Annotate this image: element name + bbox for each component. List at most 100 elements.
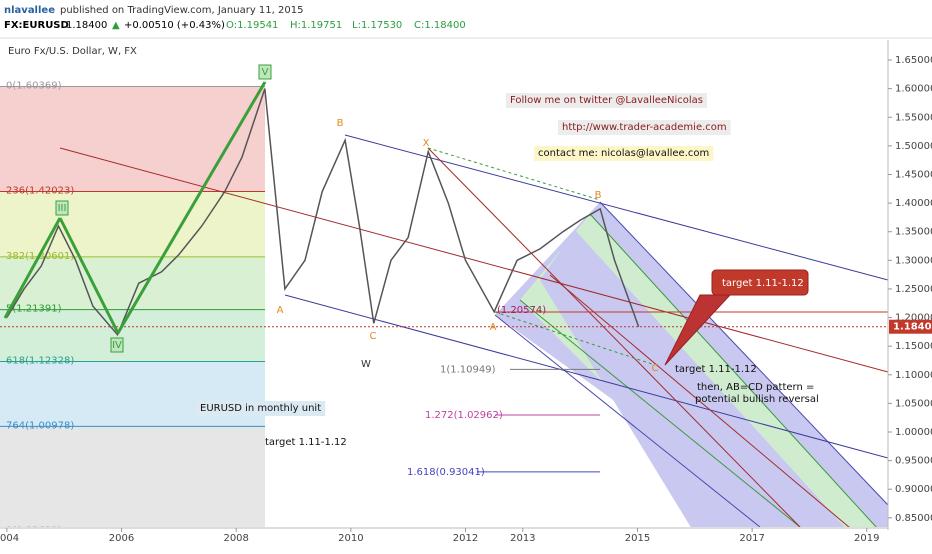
price-line	[6, 88, 640, 337]
annotation: target 1.11-1.12	[722, 278, 804, 289]
y-tick-label: 1.35000	[895, 227, 932, 238]
fib-label: 618(1.12328)	[6, 355, 74, 366]
fib-label: 236(1.42023)	[6, 186, 74, 197]
annotation: http://www.trader-academie.com	[562, 122, 727, 133]
close: C:1.18400	[414, 20, 466, 31]
wave-label: A	[277, 305, 284, 316]
wave-label: B	[595, 190, 602, 201]
annotation: potential bullish reversal	[695, 394, 819, 405]
x-tick-label: 2019	[854, 533, 879, 544]
impulse-wave	[116, 81, 267, 334]
wave-box	[258, 64, 272, 80]
y-tick-label: 1.05000	[895, 398, 932, 409]
x-tick-label: 2013	[510, 533, 535, 544]
fib-label: 764(1.00978)	[6, 420, 74, 431]
pitchfork-line	[589, 213, 877, 527]
channel-line	[284, 294, 888, 459]
y-tick-label: 1.45000	[895, 169, 932, 180]
x-tick-label: 004	[0, 533, 19, 544]
fib-label: 5(1.21391)	[6, 304, 62, 315]
subtitle: Euro Fx/U.S. Dollar, W, FX	[8, 46, 137, 57]
annotation: EURUSD in monthly unit	[200, 403, 321, 414]
plot-area: 0(1.60369)236(1.42023)382(1.30601)5(1.21…	[0, 64, 888, 536]
extension-label: 1.272(1.02962)	[425, 410, 503, 421]
annotation-bg	[534, 146, 714, 161]
last-price-label: 1.18400	[893, 322, 932, 333]
annotation: then, AB=CD pattern =	[697, 382, 814, 393]
fib-label: 0(1.60369)	[6, 81, 62, 92]
x-tick-label: 2017	[739, 533, 764, 544]
wave-label: V	[262, 67, 269, 78]
annotation: target 1.11-1.12	[265, 437, 347, 448]
impulse-wave	[3, 217, 62, 319]
impulse-wave	[58, 217, 120, 334]
fib-band	[0, 426, 265, 527]
change-arrow: ▲	[112, 20, 120, 31]
wave-label: III	[58, 203, 67, 214]
y-tick-label: 1.20000	[895, 313, 932, 324]
y-tick-label: 1.10000	[895, 370, 932, 381]
change: +0.00510 (+0.43%)	[124, 20, 225, 31]
wave-label: C	[370, 331, 377, 342]
annotation: contact me: nicolas@lavallee.com	[538, 148, 709, 159]
published: published on TradingView.com, January 11…	[60, 5, 303, 16]
x-tick-label: 2012	[453, 533, 478, 544]
x-tick-label: 2010	[338, 533, 363, 544]
extension-label: 1(1.10949)	[440, 364, 496, 375]
extension-label: 1.618(0.93041)	[407, 467, 485, 478]
fib-band	[0, 256, 265, 310]
annotation-bg	[506, 93, 708, 108]
pitchfork-edge	[494, 314, 761, 527]
y-tick-label: 1.60000	[895, 84, 932, 95]
pitchfork-edge	[599, 201, 888, 506]
channel-line	[344, 134, 888, 281]
wave-label: B	[337, 118, 344, 129]
wave-box	[110, 337, 124, 353]
wave-label: IV	[112, 340, 122, 351]
wave-box	[55, 200, 69, 216]
x-tick-label: 2008	[223, 533, 248, 544]
trend-line	[427, 147, 801, 527]
annotation: Follow me on twitter @LavalleeNicolas	[510, 95, 703, 106]
fib-band	[0, 191, 265, 257]
wave-label: (1.20574)	[497, 305, 546, 316]
pitchfork-inner	[540, 230, 845, 527]
fib-band	[0, 309, 265, 362]
wave-label: X	[423, 138, 430, 149]
y-tick-label: 1.40000	[895, 198, 932, 209]
low: L:1.17530	[352, 20, 402, 31]
wave-label: A	[490, 322, 497, 333]
high: H:1.19751	[290, 20, 342, 31]
y-tick-label: 1.50000	[895, 141, 932, 152]
y-tick-label: 1.15000	[895, 341, 932, 352]
open: O:1.19541	[226, 20, 278, 31]
wave-label: C	[652, 363, 659, 374]
y-tick-label: 1.25000	[895, 284, 932, 295]
author: nlavallee	[4, 5, 55, 16]
y-tick-label: 1.55000	[895, 112, 932, 123]
fib-band	[0, 361, 265, 427]
callout-box	[711, 269, 809, 296]
y-tick-label: 0.85000	[895, 513, 932, 524]
fib-band	[0, 86, 265, 192]
y-tick-label: 1.30000	[895, 255, 932, 266]
last-price-box	[889, 319, 932, 334]
symbol: FX:EURUSD	[4, 20, 69, 31]
x-tick-label: 2006	[109, 533, 134, 544]
annotation-bg	[558, 120, 731, 135]
trend-line	[59, 147, 888, 373]
annotation-bg	[196, 401, 326, 416]
x-tick-label: 2015	[625, 533, 650, 544]
y-tick-label: 1.65000	[895, 55, 932, 66]
wave-label: W	[361, 359, 371, 370]
ac-dash	[494, 311, 656, 366]
pitchfork-line	[519, 299, 801, 527]
annotation: target 1.11-1.12	[675, 364, 757, 375]
trend-line	[549, 274, 850, 527]
fib-label: 1(0.82622)	[6, 525, 62, 536]
price: 1.18400	[66, 20, 107, 31]
